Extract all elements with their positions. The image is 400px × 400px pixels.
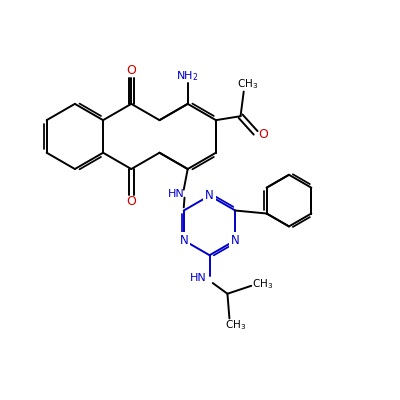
Text: CH$_3$: CH$_3$ <box>225 319 246 332</box>
Text: CH$_3$: CH$_3$ <box>252 277 273 291</box>
Text: N: N <box>179 234 188 247</box>
Text: O: O <box>126 196 136 208</box>
Text: CH$_3$: CH$_3$ <box>237 78 258 91</box>
Text: HN: HN <box>190 273 207 283</box>
Text: HN: HN <box>168 190 184 200</box>
Text: N: N <box>231 234 240 247</box>
Text: O: O <box>258 128 268 141</box>
Text: NH$_2$: NH$_2$ <box>176 69 199 83</box>
Text: O: O <box>126 64 136 78</box>
Text: N: N <box>205 189 214 202</box>
